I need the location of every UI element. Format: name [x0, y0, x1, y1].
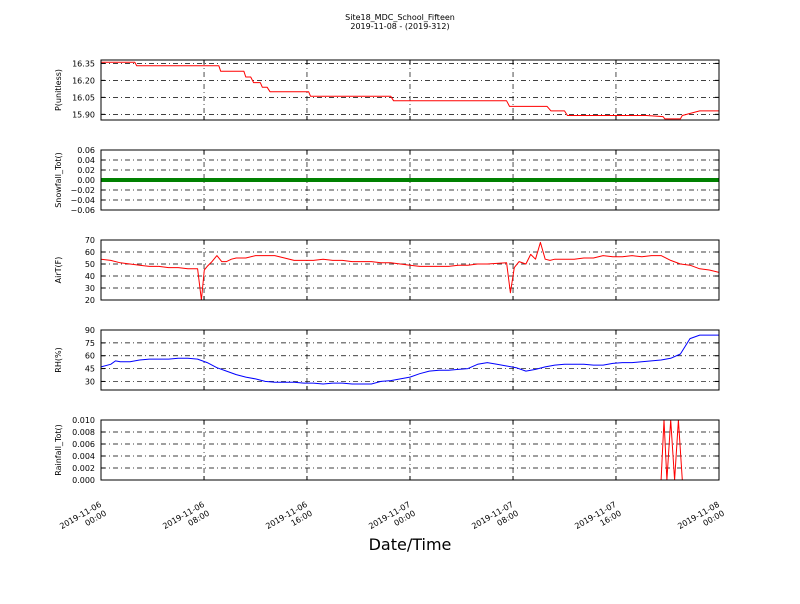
y-tick-label: 70 — [85, 236, 95, 245]
plot-frame — [100, 329, 720, 391]
y-tick-label: 16.20 — [72, 76, 95, 85]
y-tick-label: 0.006 — [72, 440, 95, 449]
series-line-1 — [101, 61, 719, 120]
plot-frame — [100, 419, 720, 481]
y-tick-label: 0.000 — [72, 476, 95, 485]
y-tick-label: 0.02 — [77, 166, 95, 175]
panel-5: 0.010 0.008 0.006 0.004 0.002 0.000 Rainfall_T… — [54, 416, 720, 485]
y-tick-label: 30 — [85, 284, 95, 293]
y-tick-label: 0.00 — [77, 176, 95, 185]
x-tick-label: 2019-11-0600:00 — [58, 500, 108, 540]
y-tick-label: −0.06 — [70, 206, 95, 215]
chart-title: Site18_MDC_School_Fifteen — [345, 13, 455, 22]
y-tick-label: 40 — [85, 272, 95, 281]
y-axis-label: RH(%) — [54, 347, 63, 372]
y-axis-label: Rainfall_Tot() — [54, 424, 63, 476]
panel-2: 0.060.040.020.00−0.02−0.04−0.06 Snowfall_… — [54, 146, 720, 215]
y-tick-label: 0.008 — [72, 428, 95, 437]
x-tick-label: 2019-11-0616:00 — [264, 500, 314, 540]
y-tick-label: −0.04 — [70, 196, 95, 205]
x-tick-label: 2019-11-0716:00 — [573, 500, 623, 540]
y-tick-label: 45 — [85, 365, 95, 374]
x-tick-label: 2019-11-0608:00 — [161, 500, 211, 540]
panel-3: 70 60 50 40 30 20 AirT(F) — [54, 236, 720, 305]
x-tick-label: 2019-11-0700:00 — [367, 500, 417, 540]
y-tick-label: 16.05 — [72, 93, 95, 102]
y-tick-label: 0.004 — [72, 452, 95, 461]
plot-frame — [100, 59, 720, 121]
y-tick-label: 15.90 — [72, 110, 95, 119]
x-axis-label: Date/Time — [369, 535, 452, 554]
y-tick-label: 75 — [85, 339, 95, 348]
series-line-4 — [100, 334, 719, 385]
y-tick-label: 20 — [85, 296, 95, 305]
y-tick-label: 0.04 — [77, 156, 95, 165]
y-tick-label: 60 — [85, 352, 95, 361]
panel-4: 90 75 60 45 30 RH(%) — [54, 326, 720, 391]
x-tick-labels: 2019-11-0600:00 2019-11-0608:00 2019-11-06… — [58, 500, 726, 540]
y-tick-label: 90 — [85, 326, 95, 335]
plot-frame — [100, 149, 720, 211]
y-tick-label: 0.010 — [72, 416, 95, 425]
y-tick-label: 0.002 — [72, 464, 95, 473]
y-axis-label: AirT(F) — [54, 257, 63, 284]
plot-frame — [100, 239, 720, 301]
y-axis-label: Snowfall_Tot() — [54, 152, 63, 208]
chart-subtitle: 2019-11-08 - (2019-312) — [350, 22, 449, 31]
y-axis-label: P(unitless) — [54, 69, 63, 111]
panel-1: 16.35 16.20 16.05 15.90 P(unitless) — [54, 59, 720, 121]
series-line-3 — [100, 241, 720, 301]
y-tick-label: 16.35 — [72, 59, 95, 68]
x-tick-label: 2019-11-0800:00 — [676, 500, 726, 540]
x-tick-label: 2019-11-0708:00 — [470, 500, 520, 540]
y-tick-label: 60 — [85, 248, 95, 257]
y-tick-label: −0.02 — [70, 186, 95, 195]
y-tick-label: 50 — [85, 260, 95, 269]
y-tick-label: 0.06 — [77, 146, 95, 155]
y-tick-label: 30 — [85, 377, 95, 386]
